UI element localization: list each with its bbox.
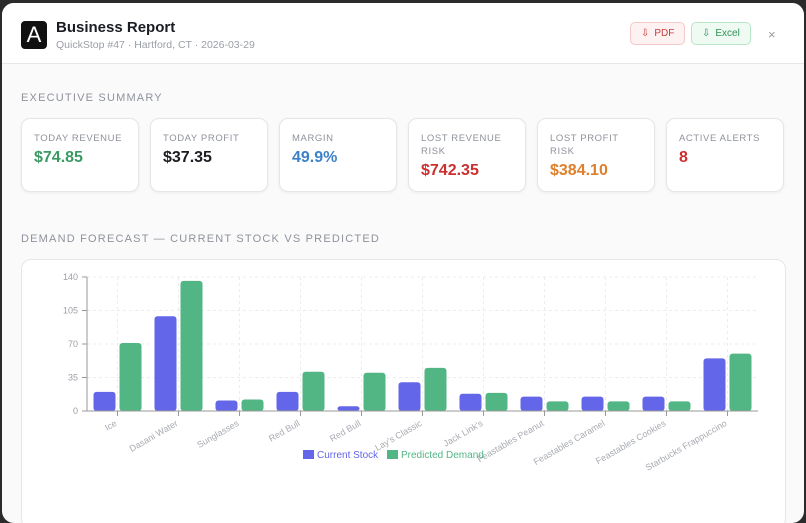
bar-predicted xyxy=(303,372,325,411)
kpi-label: TODAY REVENUE xyxy=(34,132,126,145)
bar-current xyxy=(216,400,238,411)
kpi-value: $742.35 xyxy=(421,162,513,180)
business-report-modal: A Business Report QuickStop #47 · Hartfo… xyxy=(2,3,804,523)
chart-card: 0 35 70 105 140 Ice Dasani Water Sunglasses Red … xyxy=(21,259,786,523)
bar-current xyxy=(94,392,116,411)
kpi-card: TODAY PROFIT $37.35 xyxy=(150,118,268,192)
y-tick-label: 0 xyxy=(73,406,78,416)
bar-current xyxy=(338,406,360,411)
kpi-card: TODAY REVENUE $74.85 xyxy=(21,118,139,192)
executive-summary-heading: EXECUTIVE SUMMARY xyxy=(21,92,163,104)
kpi-card: LOST REVENUE RISK $742.35 xyxy=(408,118,526,192)
x-tick-label: Lay's Classic xyxy=(373,418,424,453)
bar-current xyxy=(643,397,665,411)
bar-current xyxy=(704,358,726,411)
x-tick-label: Dasani Water xyxy=(128,418,180,454)
bar-predicted xyxy=(120,343,142,411)
excel-label: Excel xyxy=(715,28,739,39)
bar-current xyxy=(399,382,421,411)
kpi-label: MARGIN xyxy=(292,132,384,145)
bar-predicted xyxy=(364,373,386,411)
kpi-label: LOST REVENUE RISK xyxy=(421,132,513,158)
x-tick-label: Red Bull xyxy=(328,418,362,444)
y-tick-label: 105 xyxy=(63,306,78,316)
y-tick-label: 70 xyxy=(68,339,78,349)
kpi-label: ACTIVE ALERTS xyxy=(679,132,771,145)
x-tick-label: Jack Link's xyxy=(442,418,485,449)
legend-swatch xyxy=(303,450,314,459)
x-tick-label: Red Bull xyxy=(267,418,301,444)
kpi-label: TODAY PROFIT xyxy=(163,132,255,145)
kpi-card: LOST PROFIT RISK $384.10 xyxy=(537,118,655,192)
bar-current xyxy=(277,392,299,411)
close-icon[interactable]: × xyxy=(768,27,776,42)
bar-predicted xyxy=(425,368,447,411)
bar-predicted xyxy=(486,393,508,411)
bar-predicted xyxy=(242,400,264,411)
kpi-value: 49.9% xyxy=(292,149,384,167)
demand-forecast-heading: DEMAND FORECAST — CURRENT STOCK VS PREDI… xyxy=(21,233,380,245)
kpi-value: 8 xyxy=(679,149,771,167)
legend-label: Predicted Demand xyxy=(401,450,484,461)
header: A Business Report QuickStop #47 · Hartfo… xyxy=(2,3,804,64)
kpi-card: ACTIVE ALERTS 8 xyxy=(666,118,784,192)
bar-current xyxy=(582,397,604,411)
y-tick-label: 35 xyxy=(68,373,78,383)
x-tick-label: Ice xyxy=(103,418,118,433)
export-pdf-button[interactable]: ⇩ PDF xyxy=(630,22,685,45)
export-excel-button[interactable]: ⇩ Excel xyxy=(691,22,751,45)
y-tick-label: 140 xyxy=(63,272,78,282)
pdf-label: PDF xyxy=(654,28,674,39)
kpi-value: $74.85 xyxy=(34,149,126,167)
bar-predicted xyxy=(669,401,691,411)
kpi-value: $384.10 xyxy=(550,162,642,180)
page-title: Business Report xyxy=(56,19,175,36)
app-logo: A xyxy=(21,21,47,49)
page-subtitle: QuickStop #47 · Hartford, CT · 2026-03-2… xyxy=(56,39,255,51)
bar-current xyxy=(460,394,482,411)
demand-forecast-chart: 0 35 70 105 140 Ice Dasani Water Sunglasses Red … xyxy=(22,260,787,523)
bar-predicted xyxy=(547,401,569,411)
kpi-label: LOST PROFIT RISK xyxy=(550,132,642,158)
download-icon: ⇩ xyxy=(641,28,649,39)
bar-predicted xyxy=(730,354,752,411)
legend-swatch xyxy=(387,450,398,459)
bar-current xyxy=(521,397,543,411)
bar-predicted xyxy=(181,281,203,411)
download-icon: ⇩ xyxy=(702,28,710,39)
bar-current xyxy=(155,316,177,411)
kpi-value: $37.35 xyxy=(163,149,255,167)
bar-predicted xyxy=(608,401,630,411)
kpi-card: MARGIN 49.9% xyxy=(279,118,397,192)
legend-label: Current Stock xyxy=(317,450,379,461)
x-tick-label: Sunglasses xyxy=(195,418,241,450)
